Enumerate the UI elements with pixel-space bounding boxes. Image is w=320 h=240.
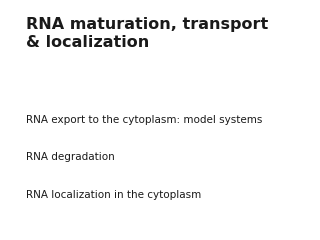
Text: RNA export to the cytoplasm: model systems: RNA export to the cytoplasm: model syste… (26, 115, 262, 125)
Text: RNA degradation: RNA degradation (26, 152, 114, 162)
Text: RNA maturation, transport
& localization: RNA maturation, transport & localization (26, 17, 268, 50)
Text: RNA localization in the cytoplasm: RNA localization in the cytoplasm (26, 190, 201, 200)
